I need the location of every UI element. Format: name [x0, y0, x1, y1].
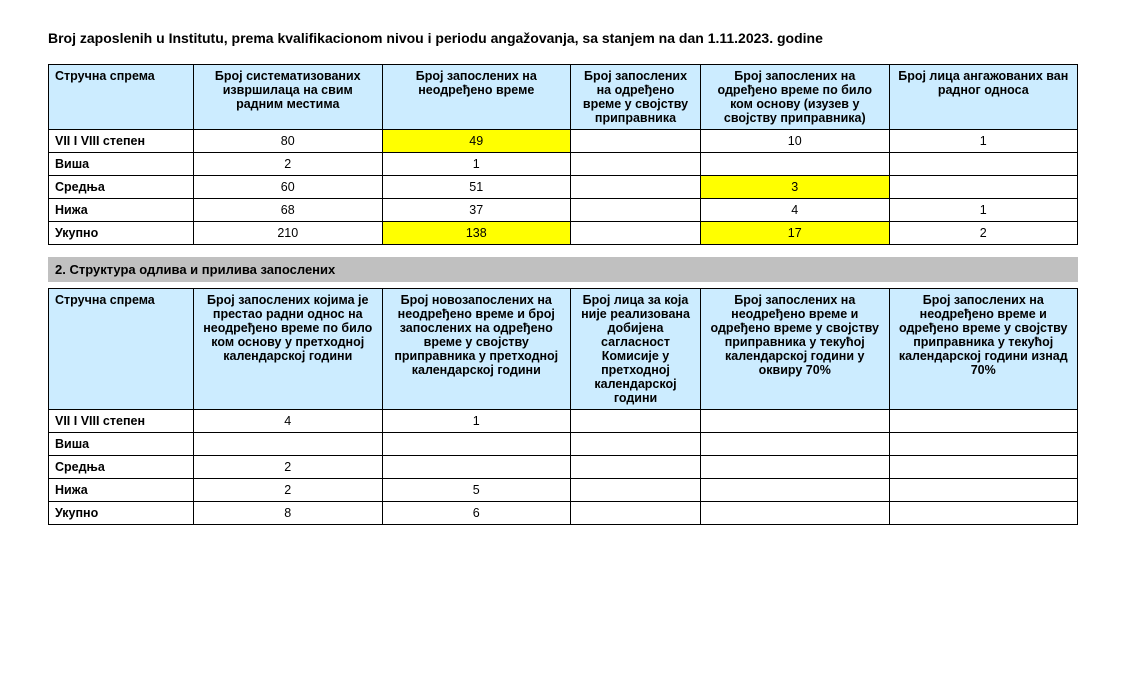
cell-value: 6 — [382, 502, 571, 525]
page-title: Broj zaposlenih u Institutu, prema kvali… — [48, 30, 1078, 46]
cell-value — [382, 433, 571, 456]
cell-value: 68 — [194, 199, 383, 222]
cell-value: 49 — [382, 130, 571, 153]
col-header: Број запослених на одређено време у свој… — [571, 65, 701, 130]
cell-value — [571, 130, 701, 153]
cell-value — [889, 433, 1078, 456]
table-qualification: Стручна спрема Број систематизованих изв… — [48, 64, 1078, 245]
table-row: Нижа6837 41 — [49, 199, 1078, 222]
cell-value: 5 — [382, 479, 571, 502]
cell-value: 138 — [382, 222, 571, 245]
cell-value — [889, 502, 1078, 525]
cell-value: 80 — [194, 130, 383, 153]
cell-value — [889, 410, 1078, 433]
col-header: Број запослених на неодређено време и од… — [701, 289, 890, 410]
col-header: Стручна спрема — [49, 65, 194, 130]
col-header: Број новозапослених на неодређено време … — [382, 289, 571, 410]
col-header: Стручна спрема — [49, 289, 194, 410]
col-header: Број лица за која није реализована добиј… — [571, 289, 701, 410]
cell-value — [571, 222, 701, 245]
row-label: Нижа — [49, 199, 194, 222]
cell-value — [889, 456, 1078, 479]
table-row: Нижа25 — [49, 479, 1078, 502]
row-label: VII I VIII степен — [49, 410, 194, 433]
cell-value — [889, 176, 1078, 199]
col-header: Број систематизованих извршилаца на свим… — [194, 65, 383, 130]
cell-value — [571, 433, 701, 456]
table-row: VII I VIII степен41 — [49, 410, 1078, 433]
cell-value: 4 — [194, 410, 383, 433]
table-row: Средња2 — [49, 456, 1078, 479]
table-flow: Стручна спрема Број запослених којима је… — [48, 288, 1078, 525]
cell-value: 4 — [701, 199, 890, 222]
cell-value — [701, 456, 890, 479]
cell-value: 1 — [382, 410, 571, 433]
cell-value: 10 — [701, 130, 890, 153]
section-header: 2. Структура одлива и прилива запослених — [48, 257, 1078, 282]
cell-value — [571, 153, 701, 176]
table2-body: VII I VIII степен41ВишаСредња2Нижа25Укуп… — [49, 410, 1078, 525]
cell-value — [571, 456, 701, 479]
table-row: Виша — [49, 433, 1078, 456]
cell-value — [701, 410, 890, 433]
row-label: Средња — [49, 456, 194, 479]
table-row: Виша21 — [49, 153, 1078, 176]
cell-value: 8 — [194, 502, 383, 525]
col-header: Број запослених којима је престао радни … — [194, 289, 383, 410]
table-header-row: Стручна спрема Број запослених којима је… — [49, 289, 1078, 410]
col-header: Број запослених на неодређено време и од… — [889, 289, 1078, 410]
cell-value: 3 — [701, 176, 890, 199]
cell-value — [889, 153, 1078, 176]
cell-value: 2 — [194, 479, 383, 502]
col-header: Број запослених на неодређено време — [382, 65, 571, 130]
cell-value — [701, 433, 890, 456]
cell-value: 210 — [194, 222, 383, 245]
row-label: Укупно — [49, 222, 194, 245]
row-label: Виша — [49, 153, 194, 176]
cell-value: 37 — [382, 199, 571, 222]
table-row: Средња6051 3 — [49, 176, 1078, 199]
table-row: VII I VIII степен8049 101 — [49, 130, 1078, 153]
cell-value: 51 — [382, 176, 571, 199]
row-label: Нижа — [49, 479, 194, 502]
row-label: Укупно — [49, 502, 194, 525]
cell-value — [571, 479, 701, 502]
cell-value — [571, 502, 701, 525]
cell-value: 2 — [194, 456, 383, 479]
cell-value: 2 — [194, 153, 383, 176]
cell-value — [571, 176, 701, 199]
table1-body: VII I VIII степен8049101Виша21Средња6051… — [49, 130, 1078, 245]
cell-value: 17 — [701, 222, 890, 245]
cell-value — [889, 479, 1078, 502]
table-row: Укупно86 — [49, 502, 1078, 525]
col-header: Број лица ангажованих ван радног односа — [889, 65, 1078, 130]
cell-value — [701, 502, 890, 525]
row-label: Виша — [49, 433, 194, 456]
row-label: VII I VIII степен — [49, 130, 194, 153]
col-header: Број запослених на одређено време по бил… — [701, 65, 890, 130]
table-row: Укупно210138 172 — [49, 222, 1078, 245]
cell-value: 1 — [382, 153, 571, 176]
cell-value — [701, 479, 890, 502]
cell-value: 1 — [889, 130, 1078, 153]
cell-value — [571, 199, 701, 222]
cell-value — [194, 433, 383, 456]
cell-value: 60 — [194, 176, 383, 199]
cell-value: 1 — [889, 199, 1078, 222]
table-header-row: Стручна спрема Број систематизованих изв… — [49, 65, 1078, 130]
cell-value — [701, 153, 890, 176]
cell-value — [571, 410, 701, 433]
cell-value — [382, 456, 571, 479]
cell-value: 2 — [889, 222, 1078, 245]
row-label: Средња — [49, 176, 194, 199]
